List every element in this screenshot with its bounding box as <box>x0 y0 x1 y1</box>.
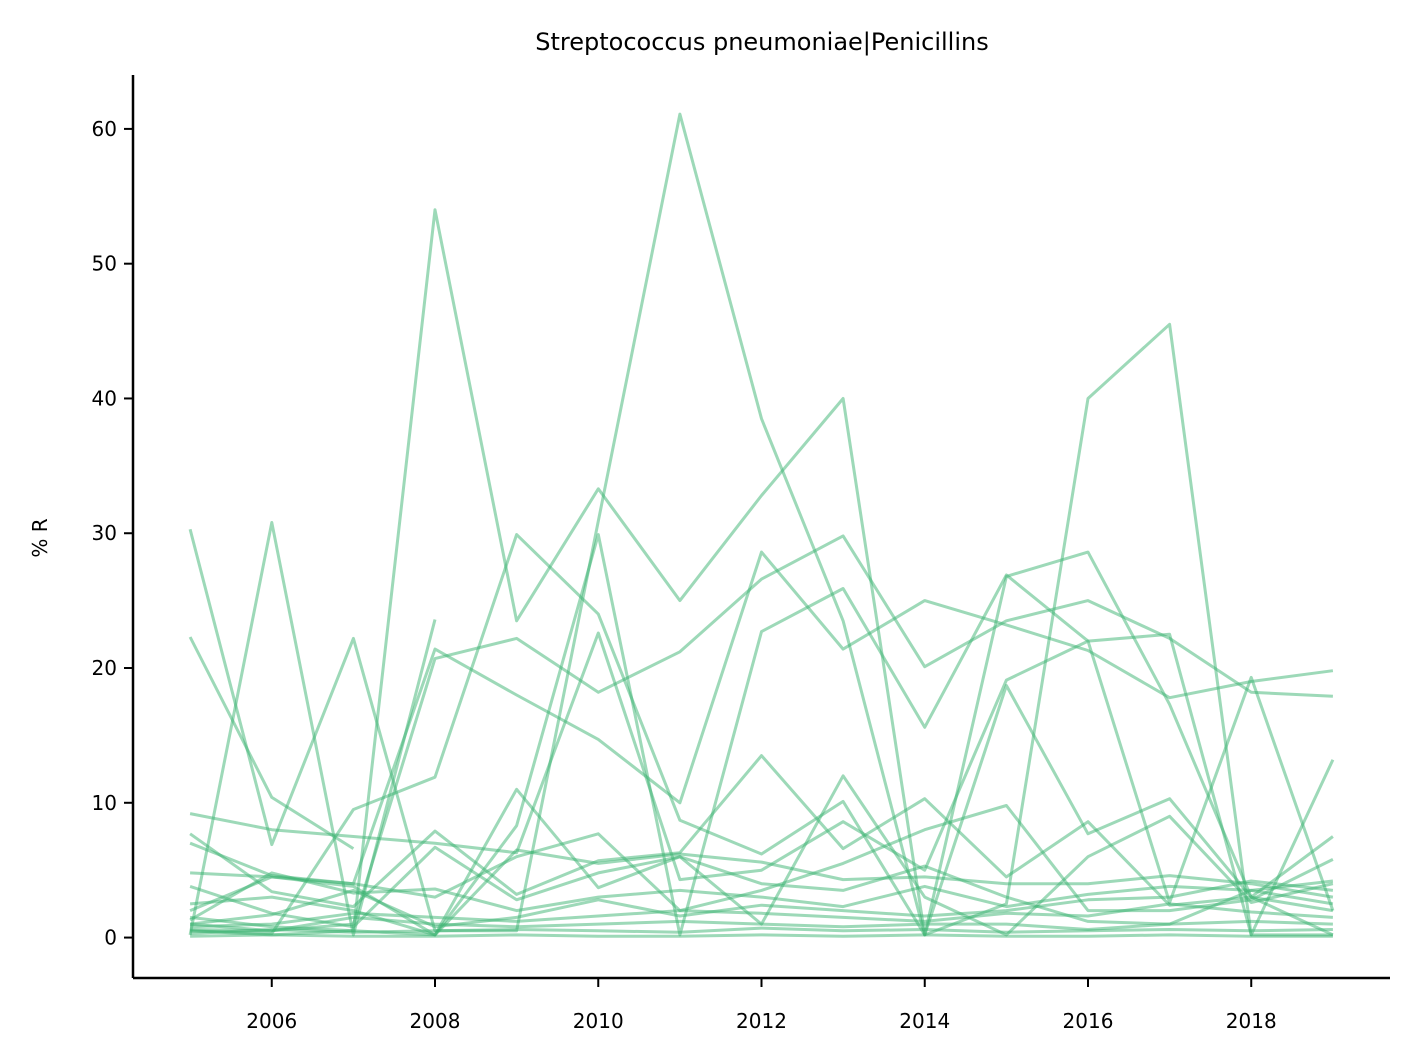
x-tick-label: 2014 <box>899 1009 950 1033</box>
y-axis: 0 10 20 30 40 50 60 <box>92 75 135 978</box>
series-line-16 <box>189 879 1334 929</box>
series-line-12 <box>189 804 1334 913</box>
series-line-6 <box>189 550 1334 912</box>
series-line-4 <box>188 521 437 937</box>
series-line-9 <box>189 631 1335 912</box>
y-tick-label: 20 <box>92 656 117 680</box>
y-tick-label: 0 <box>104 926 117 950</box>
y-tick-label: 10 <box>92 791 117 815</box>
series-line-17 <box>190 902 1333 929</box>
y-tick-label: 50 <box>92 252 117 276</box>
x-tick-label: 2010 <box>573 1009 624 1033</box>
y-tick-label: 40 <box>92 386 117 410</box>
series-line-15 <box>189 871 1334 922</box>
series-line-18 <box>190 915 1333 933</box>
series-line-1 <box>189 208 1334 937</box>
series-line-13 <box>189 845 1334 929</box>
x-tick-label: 2008 <box>410 1009 461 1033</box>
x-tick-label: 2012 <box>736 1009 787 1033</box>
x-tick-label: 2018 <box>1226 1009 1277 1033</box>
series-lines <box>188 112 1335 938</box>
x-axis: 2006 2008 2010 2012 2014 2016 2018 <box>133 976 1390 1033</box>
x-tick-label: 2016 <box>1063 1009 1114 1033</box>
series-line-19 <box>190 926 1333 935</box>
chart-title: Streptococcus pneumoniae|Penicillins <box>535 28 988 56</box>
x-tick-label: 2006 <box>246 1009 297 1033</box>
y-axis-label: % R <box>28 518 52 557</box>
y-tick-label: 30 <box>92 521 117 545</box>
series-line-20 <box>190 933 1333 938</box>
series-line-3 <box>188 636 355 850</box>
y-tick-label: 60 <box>92 117 117 141</box>
series-line-7 <box>189 534 1333 933</box>
series-line-5 <box>190 533 1334 937</box>
series-line-2 <box>188 112 1335 937</box>
